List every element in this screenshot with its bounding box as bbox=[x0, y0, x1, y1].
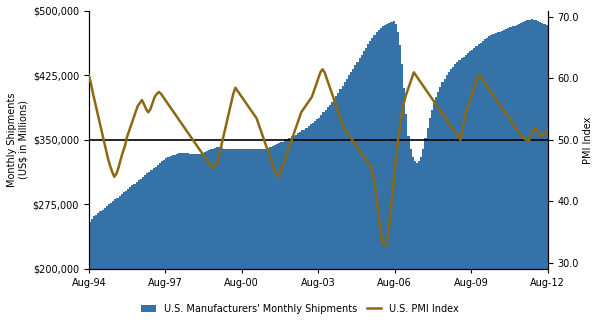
Y-axis label: Monthly Shipments
(US$ in Millions): Monthly Shipments (US$ in Millions) bbox=[7, 93, 29, 187]
Legend: U.S. Manufacturers' Monthly Shipments, U.S. PMI Index: U.S. Manufacturers' Monthly Shipments, U… bbox=[137, 300, 463, 318]
Y-axis label: PMI Index: PMI Index bbox=[583, 116, 593, 164]
